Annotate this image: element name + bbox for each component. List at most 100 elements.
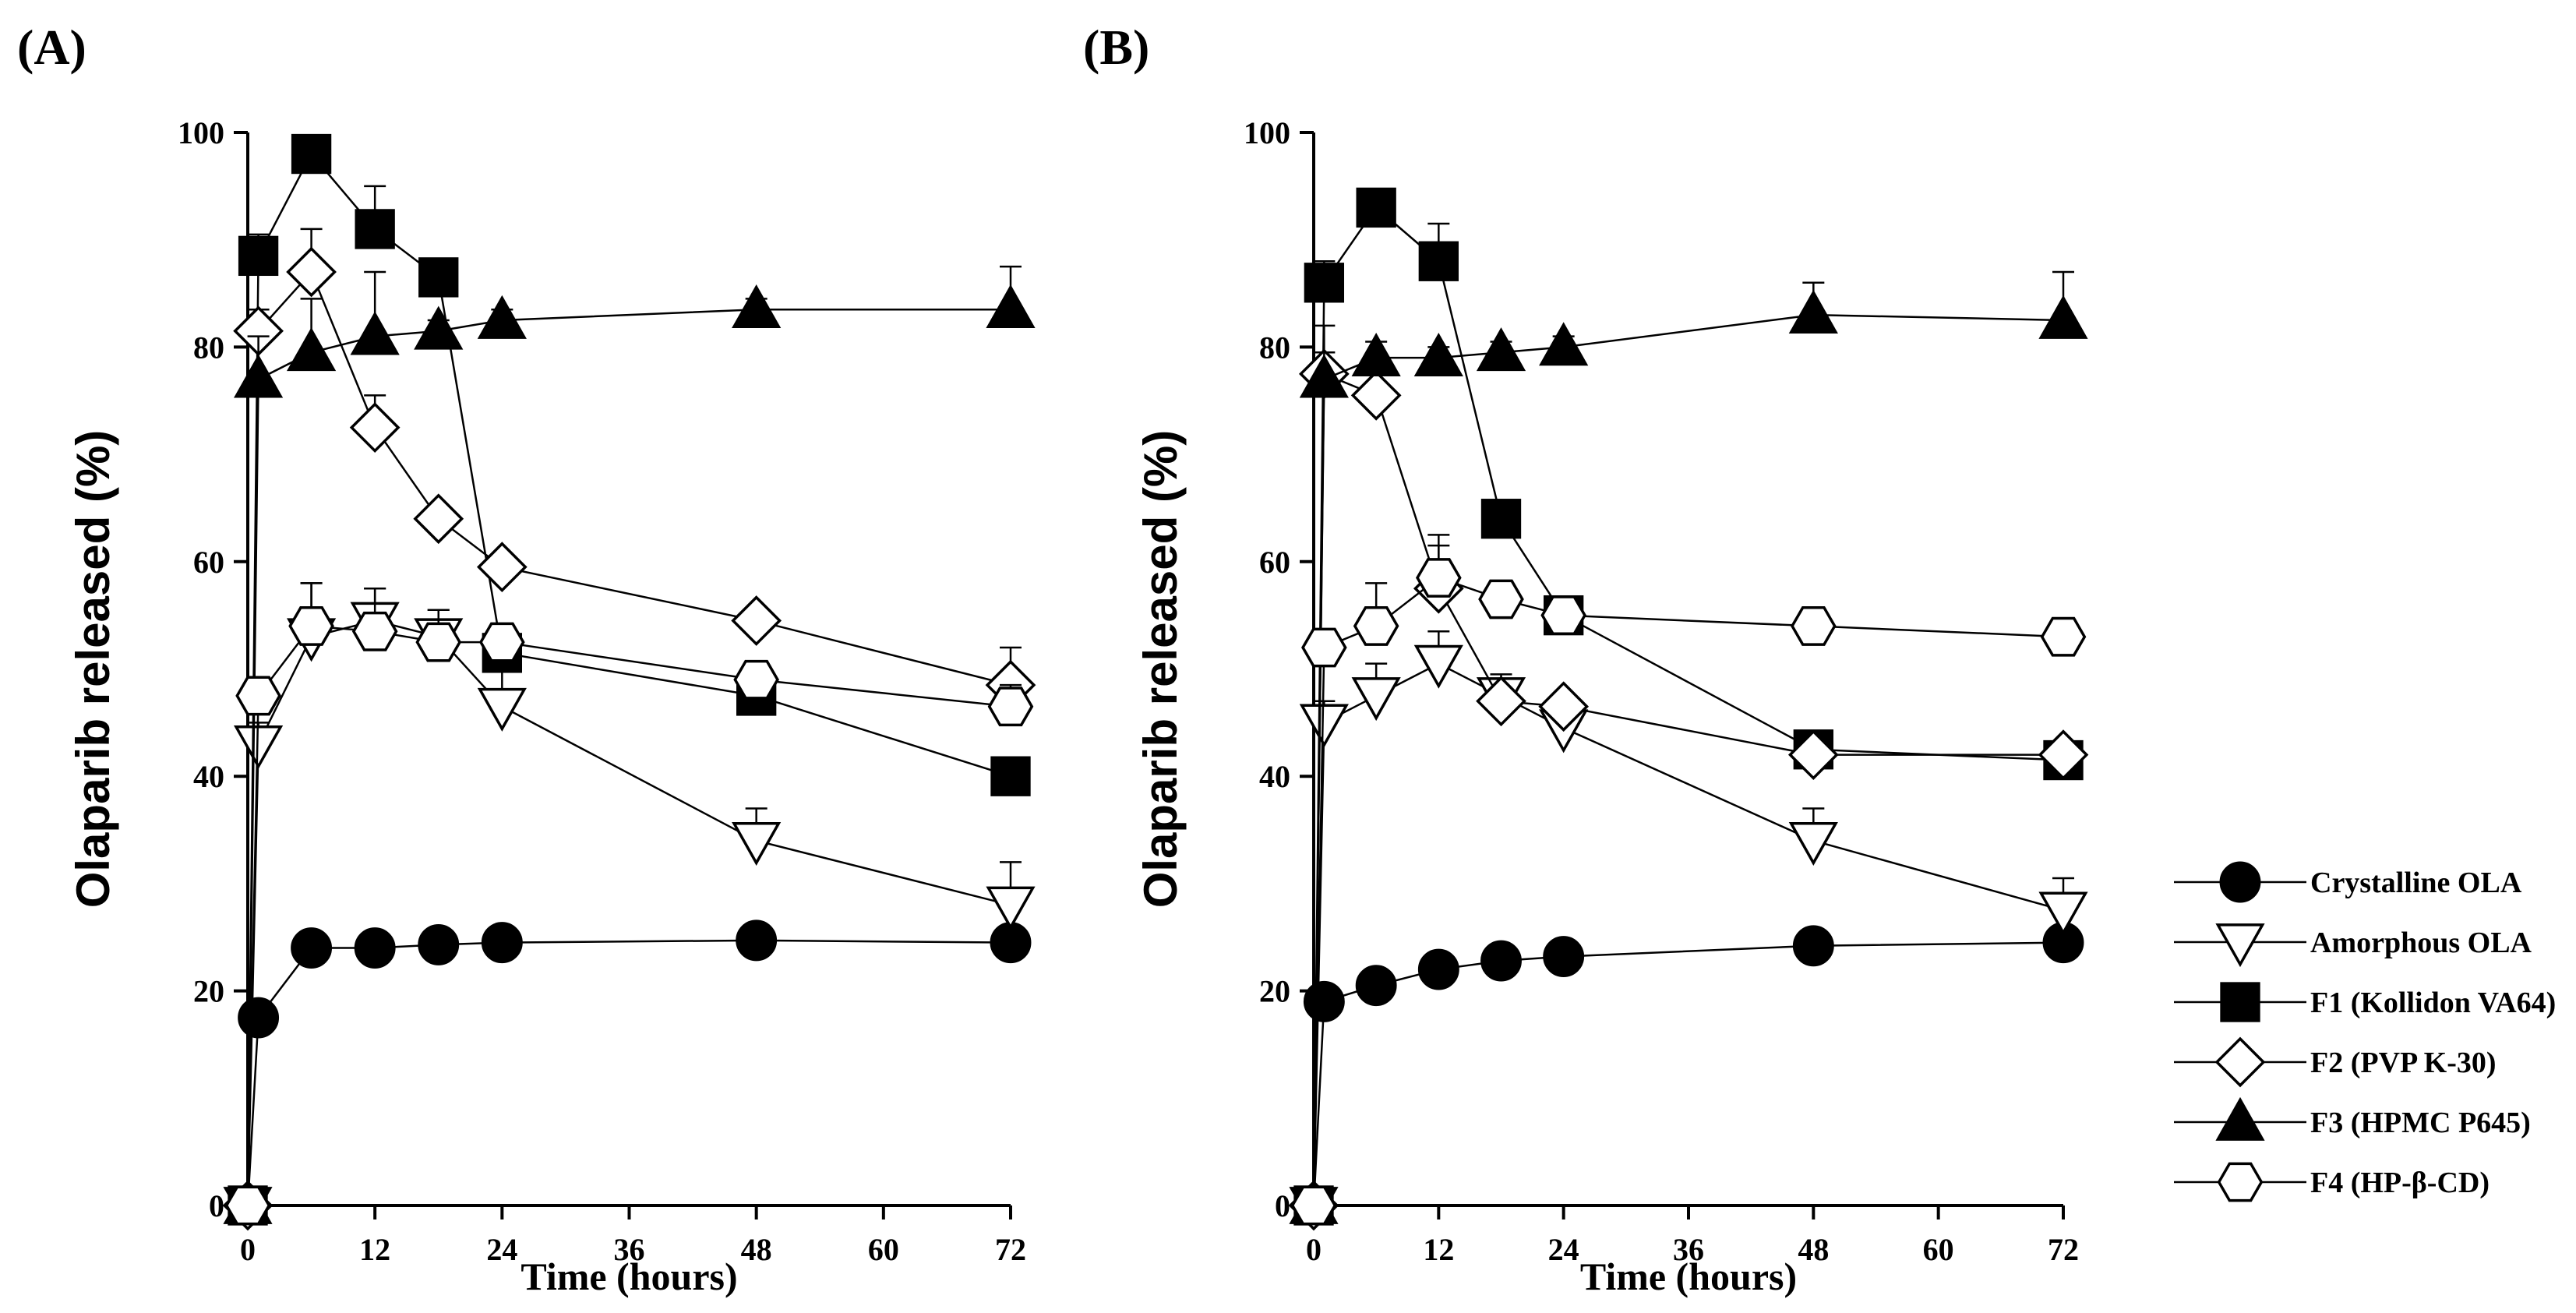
data-point bbox=[286, 327, 337, 372]
data-point bbox=[1350, 369, 1402, 421]
legend-marker bbox=[2217, 1162, 2264, 1202]
data-point bbox=[2038, 295, 2088, 339]
data-point bbox=[1480, 499, 1522, 539]
x-tick-label: 24 bbox=[1548, 1232, 1579, 1267]
data-point bbox=[733, 659, 779, 700]
legend-marker bbox=[2219, 861, 2261, 903]
y-tick-label: 100 bbox=[1244, 115, 1290, 150]
data-point bbox=[476, 542, 528, 593]
legend-entry-crystalline-ola: Crystalline OLA bbox=[2174, 861, 2522, 903]
data-point bbox=[479, 622, 525, 662]
data-point bbox=[1418, 241, 1459, 281]
data-point bbox=[238, 997, 280, 1039]
data-point bbox=[1788, 821, 1838, 866]
x-tick-label: 0 bbox=[240, 1232, 256, 1267]
legend-label: F2 (PVP K-30) bbox=[2310, 1047, 2497, 1079]
series-line bbox=[246, 619, 1011, 1206]
y-tick-label: 0 bbox=[209, 1188, 224, 1223]
y-axis-title: Olaparib released (%) bbox=[1134, 430, 1187, 909]
data-point bbox=[477, 687, 527, 732]
data-point bbox=[1299, 704, 1349, 748]
series-f1-kollidon-va64 bbox=[228, 133, 1031, 1226]
y-tick-label: 80 bbox=[1259, 330, 1290, 365]
legend-entry-f4-hp-beta-cd: F4 (HP-β-CD) bbox=[2174, 1162, 2490, 1202]
x-tick-label: 24 bbox=[486, 1232, 517, 1267]
y-tick-label: 40 bbox=[1259, 759, 1290, 794]
data-point bbox=[286, 246, 337, 298]
data-point bbox=[732, 284, 782, 329]
data-point bbox=[990, 756, 1031, 796]
y-tick-label: 60 bbox=[193, 545, 224, 580]
x-tick-label: 72 bbox=[995, 1232, 1026, 1267]
legend-marker bbox=[2214, 1036, 2266, 1088]
data-point bbox=[1787, 729, 1839, 781]
legend-marker bbox=[2215, 1096, 2265, 1141]
data-point bbox=[288, 606, 334, 646]
data-point bbox=[349, 402, 401, 454]
series-line bbox=[246, 939, 1011, 1206]
series-line bbox=[1312, 372, 2063, 1206]
data-point bbox=[1416, 558, 1462, 598]
x-tick-label: 48 bbox=[741, 1232, 772, 1267]
data-point bbox=[1539, 322, 1589, 366]
data-point bbox=[987, 687, 1034, 727]
legend-entry-f1-kollidon-va64: F1 (Kollidon VA64) bbox=[2174, 982, 2556, 1022]
y-tick-label: 40 bbox=[193, 759, 224, 794]
y-axis-title: Olaparib released (%) bbox=[67, 430, 119, 909]
legend-entry-f3-hpmc-p645: F3 (HPMC P645) bbox=[2174, 1096, 2531, 1141]
legend-entry-amorphous-ola: Amorphous OLA bbox=[2174, 923, 2532, 968]
series-f3-hpmc-p645 bbox=[223, 265, 1036, 1224]
y-tick-label: 20 bbox=[1259, 974, 1290, 1009]
data-point bbox=[986, 284, 1036, 329]
data-point bbox=[736, 919, 778, 962]
data-point bbox=[1540, 595, 1586, 636]
x-tick-label: 36 bbox=[614, 1232, 645, 1267]
y-tick-label: 20 bbox=[193, 974, 224, 1009]
series-line bbox=[1312, 662, 2064, 1206]
data-point bbox=[418, 923, 460, 965]
series-crystalline-ola bbox=[1293, 922, 2084, 1227]
series-line bbox=[246, 308, 1011, 1206]
data-point bbox=[291, 133, 332, 175]
legend-entry-f2-pvp-k-30: F2 (PVP K-30) bbox=[2174, 1036, 2497, 1088]
data-point bbox=[1290, 1185, 1337, 1226]
legend-label: Amorphous OLA bbox=[2310, 927, 2532, 959]
data-point bbox=[351, 611, 398, 651]
data-point bbox=[1299, 354, 1349, 398]
legend: Crystalline OLA Amorphous OLA F1 (Kollidon… bbox=[2174, 861, 2556, 1202]
series-line bbox=[1312, 313, 2064, 1206]
data-point bbox=[1543, 936, 1585, 977]
data-point bbox=[234, 354, 284, 398]
data-point bbox=[224, 1185, 271, 1226]
legend-label: Crystalline OLA bbox=[2310, 867, 2522, 899]
legend-label: F1 (Kollidon VA64) bbox=[2310, 987, 2556, 1019]
y-tick-label: 60 bbox=[1259, 545, 1290, 580]
x-tick-label: 60 bbox=[868, 1232, 899, 1267]
data-point bbox=[1788, 289, 1838, 334]
data-point bbox=[1417, 948, 1459, 990]
data-point bbox=[414, 305, 464, 350]
data-point bbox=[2038, 891, 2088, 936]
chart-panel-b: (B) 0 20 40 60 80 100 0 12 24 36 48 60 72 Time (hours)… bbox=[1083, 19, 2089, 1298]
legend-label: F4 (HP-β-CD) bbox=[2310, 1167, 2490, 1199]
panel-label: (B) bbox=[1083, 19, 1149, 75]
data-point bbox=[1351, 677, 1401, 722]
data-point bbox=[418, 257, 459, 298]
data-point bbox=[415, 622, 462, 662]
legend-label: F3 (HPMC P645) bbox=[2310, 1107, 2531, 1139]
x-tick-label: 0 bbox=[1306, 1232, 1322, 1267]
data-point bbox=[731, 595, 782, 646]
y-tick-label: 100 bbox=[178, 115, 224, 150]
x-tick-label: 12 bbox=[1423, 1232, 1454, 1267]
series-line bbox=[246, 152, 1011, 1206]
x-tick-label: 48 bbox=[1798, 1232, 1829, 1267]
series-line bbox=[246, 270, 1011, 1206]
data-point bbox=[350, 311, 400, 355]
x-axis-title: Time (hours) bbox=[1580, 1255, 1797, 1298]
series-amorphous-ola bbox=[1289, 630, 2088, 1231]
x-axis-title: Time (hours) bbox=[520, 1255, 737, 1298]
series-f2-pvp-k-30 bbox=[222, 228, 1036, 1231]
series-f4-hp-beta-cd bbox=[1290, 534, 2087, 1226]
data-point bbox=[1480, 940, 1522, 982]
